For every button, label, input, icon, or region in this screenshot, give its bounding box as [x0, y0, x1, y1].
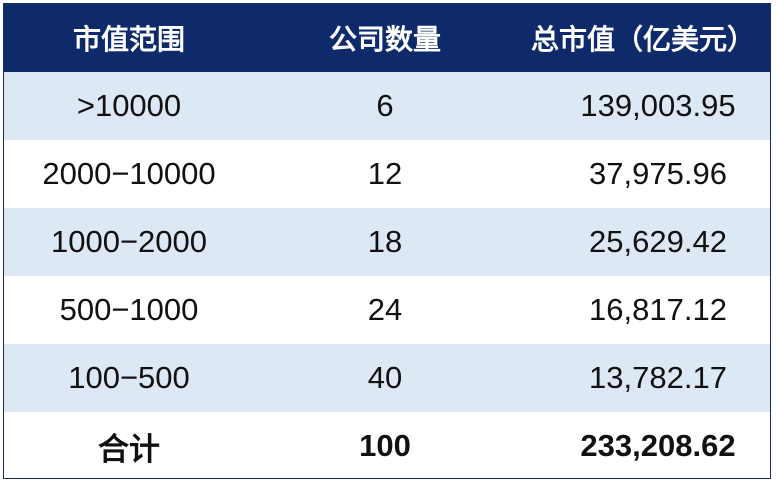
cell-range: >10000 — [4, 72, 254, 140]
cell-total: 25,629.42 — [516, 208, 770, 276]
cell-range: 100−500 — [4, 344, 254, 412]
cell-count: 24 — [254, 276, 516, 344]
table-row: >10000 6 139,003.95 — [4, 72, 770, 140]
summary-total: 233,208.62 — [516, 412, 770, 478]
data-table: 市值范围 公司数量 总市值（亿美元） >10000 6 139,003.95 2… — [4, 4, 770, 478]
header-row: 市值范围 公司数量 总市值（亿美元） — [4, 4, 770, 72]
table-row: 1000−2000 18 25,629.42 — [4, 208, 770, 276]
cell-total: 16,817.12 — [516, 276, 770, 344]
table-row: 2000−10000 12 37,975.96 — [4, 140, 770, 208]
table-row: 500−1000 24 16,817.12 — [4, 276, 770, 344]
header-company-count: 公司数量 — [254, 4, 516, 72]
cell-total: 37,975.96 — [516, 140, 770, 208]
market-cap-table: 市值范围 公司数量 总市值（亿美元） >10000 6 139,003.95 2… — [3, 3, 771, 479]
header-total-market-cap: 总市值（亿美元） — [516, 4, 770, 72]
cell-count: 6 — [254, 72, 516, 140]
table-row: 100−500 40 13,782.17 — [4, 344, 770, 412]
cell-range: 500−1000 — [4, 276, 254, 344]
cell-range: 2000−10000 — [4, 140, 254, 208]
header-market-cap-range: 市值范围 — [4, 4, 254, 72]
summary-label: 合计 — [4, 412, 254, 478]
cell-total: 139,003.95 — [516, 72, 770, 140]
cell-total: 13,782.17 — [516, 344, 770, 412]
cell-count: 18 — [254, 208, 516, 276]
cell-count: 12 — [254, 140, 516, 208]
summary-row: 合计 100 233,208.62 — [4, 412, 770, 478]
cell-count: 40 — [254, 344, 516, 412]
cell-range: 1000−2000 — [4, 208, 254, 276]
summary-count: 100 — [254, 412, 516, 478]
